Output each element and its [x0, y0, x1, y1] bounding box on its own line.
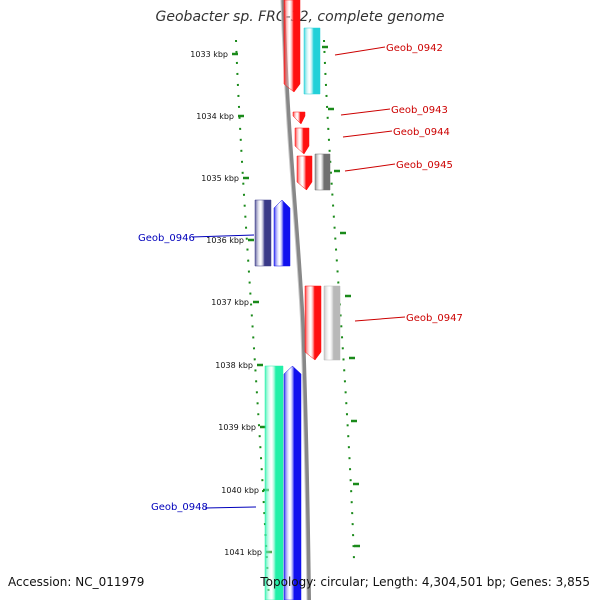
gene-geob-0945a	[296, 155, 313, 191]
left-tick-track	[235, 39, 270, 600]
gene-label-leader	[342, 130, 393, 138]
ruler-label: 1037 kbp	[211, 298, 249, 307]
ruler-label: 1034 kbp	[196, 112, 234, 121]
ruler-label: 1039 kbp	[218, 423, 256, 432]
gene-label-leader	[191, 234, 255, 238]
gene-label-leader	[340, 108, 391, 116]
gene-label-leader	[354, 316, 406, 322]
gene-geob-0948a	[264, 365, 284, 600]
gene-geob-0945	[314, 153, 331, 191]
genome-backbone	[281, 0, 311, 600]
gene-label: Geob_0945	[396, 160, 453, 171]
accession-text: Accession: NC_011979	[8, 575, 145, 589]
genome-backbone-highlight	[280, 0, 308, 600]
topology-text: Topology: circular; Length: 4,304,501 bp…	[260, 575, 590, 589]
gene-label-leader	[344, 163, 396, 172]
ruler-label: 1041 kbp	[224, 548, 262, 557]
gene-label: Geob_0942	[386, 43, 443, 54]
gene-label-leader	[204, 506, 257, 509]
right-tick-track	[323, 39, 355, 561]
ruler-label: 1035 kbp	[201, 174, 239, 183]
gene-label: Geob_0946	[138, 233, 195, 244]
gene-geob-0946	[273, 199, 291, 267]
gene-label: Geob_0943	[391, 105, 448, 116]
ruler-label: 1038 kbp	[215, 361, 253, 370]
gene-label: Geob_0947	[406, 313, 463, 324]
gene-geob-0948	[283, 365, 302, 600]
ruler-label: 1036 kbp	[206, 236, 244, 245]
gene-geob-0942b	[303, 27, 321, 95]
gene-geob-0947a	[304, 285, 322, 361]
gene-geob-0943	[292, 111, 306, 125]
ruler-label: 1033 kbp	[190, 50, 228, 59]
ruler-label: 1040 kbp	[221, 486, 259, 495]
gene-label-leader	[334, 46, 386, 56]
gene-geob-0944	[294, 127, 310, 155]
gene-label: Geob_0944	[393, 127, 450, 138]
gene-geob-0942	[283, 0, 301, 93]
gene-geob-0946a	[254, 199, 272, 267]
gene-geob-0947	[323, 285, 341, 361]
gene-label: Geob_0948	[151, 502, 208, 513]
